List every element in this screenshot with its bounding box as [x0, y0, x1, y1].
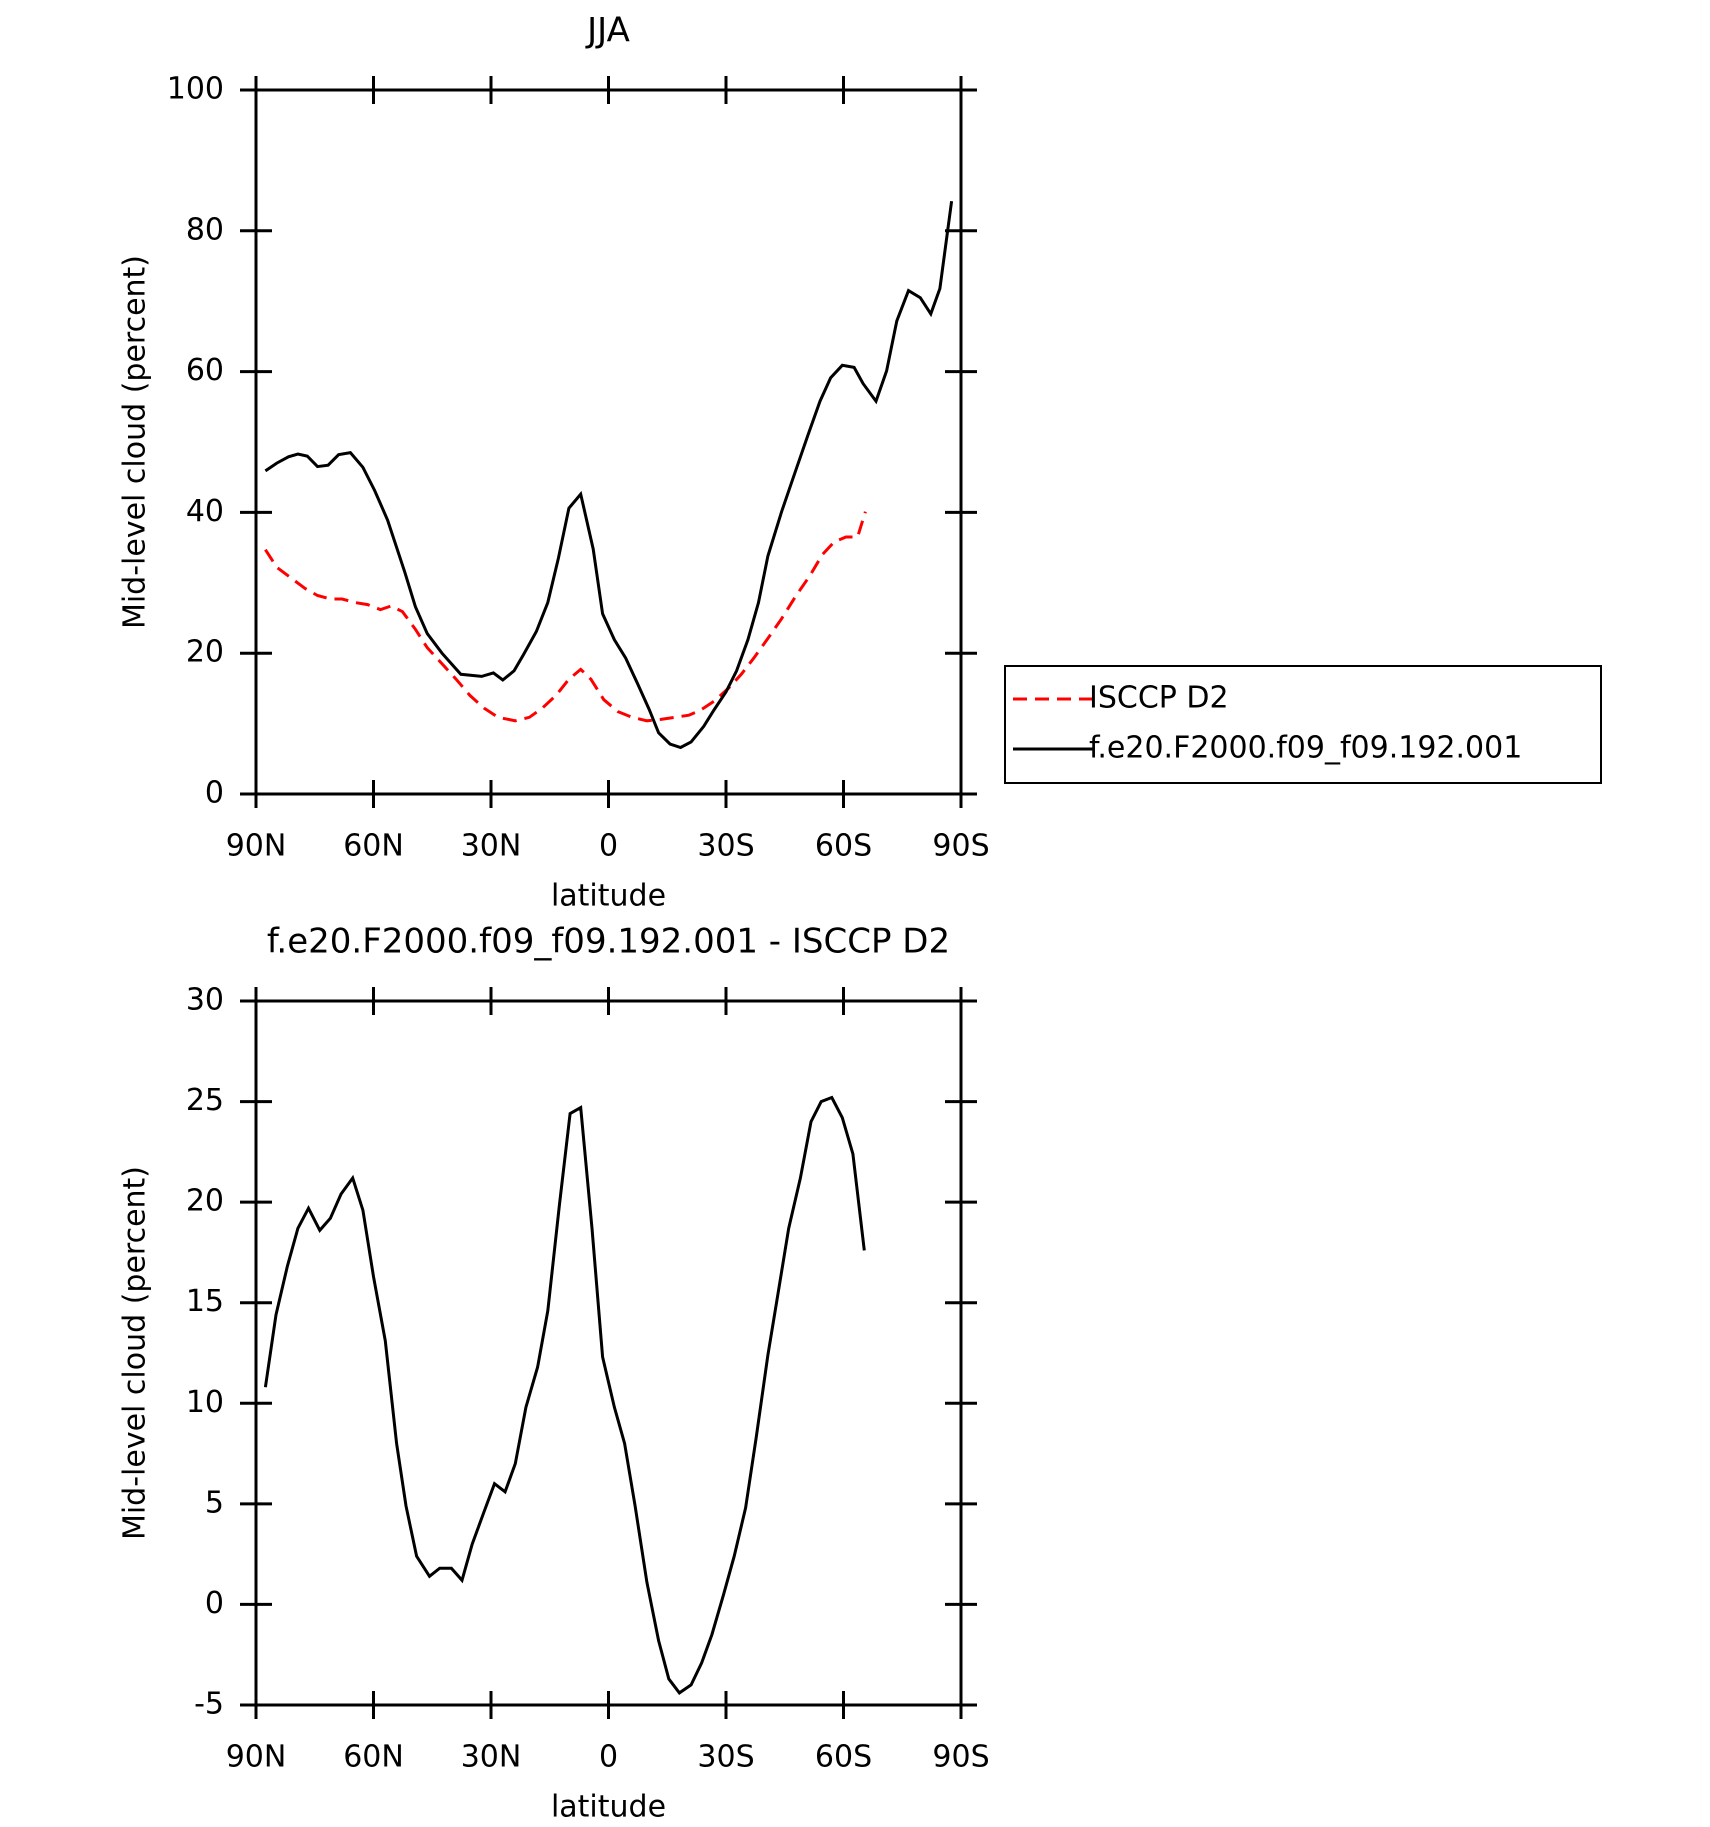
- y-tick-label: 80: [186, 212, 224, 247]
- x-tick-label: 60N: [343, 1740, 404, 1775]
- y-tick-label: 100: [167, 72, 224, 107]
- x-tick-label: 30S: [697, 1740, 754, 1775]
- x-tick-label: 30N: [461, 829, 522, 864]
- y-tick-label: 40: [186, 494, 224, 529]
- data-line: [264, 201, 954, 750]
- x-tick-label: 30N: [461, 1740, 522, 1775]
- x-tick-label: 90N: [226, 1740, 287, 1775]
- plot-frame: [254, 88, 963, 796]
- legend-label: f.e20.F2000.f09_f09.192.001: [1089, 731, 1522, 766]
- y-tick-label: -5: [194, 1687, 224, 1722]
- y-tick-label: 25: [186, 1083, 224, 1118]
- y-tick-label: 15: [186, 1284, 224, 1319]
- y-tick-label: 20: [186, 635, 224, 670]
- y-tick-label: 5: [205, 1485, 224, 1520]
- y-axis-label: Mid-level cloud (percent): [118, 255, 153, 629]
- x-axis-label: latitude: [551, 1790, 666, 1825]
- x-tick-label: 0: [599, 1740, 618, 1775]
- legend-box: [1004, 665, 1602, 784]
- x-tick-label: 90S: [932, 829, 989, 864]
- x-tick-label: 90N: [226, 829, 287, 864]
- x-tick-label: 60S: [815, 829, 872, 864]
- data-line: [263, 1095, 866, 1695]
- chart-title: f.e20.F2000.f09_f09.192.001 - ISCCP D2: [267, 922, 950, 962]
- chart-title: JJA: [585, 11, 630, 51]
- x-tick-label: 60S: [815, 1740, 872, 1775]
- data-line: [264, 511, 867, 723]
- plot-frame: [254, 999, 963, 1707]
- x-tick-label: 90S: [932, 1740, 989, 1775]
- y-tick-label: 30: [186, 983, 224, 1018]
- x-tick-label: 30S: [697, 829, 754, 864]
- y-tick-label: 10: [186, 1385, 224, 1420]
- y-axis-label: Mid-level cloud (percent): [118, 1166, 153, 1540]
- x-tick-label: 0: [599, 829, 618, 864]
- x-axis-label: latitude: [551, 879, 666, 914]
- y-tick-label: 60: [186, 353, 224, 388]
- x-tick-label: 60N: [343, 829, 404, 864]
- y-tick-label: 0: [205, 1586, 224, 1621]
- y-tick-label: 20: [186, 1184, 224, 1219]
- y-tick-label: 0: [205, 776, 224, 811]
- legend-label: ISCCP D2: [1089, 681, 1229, 716]
